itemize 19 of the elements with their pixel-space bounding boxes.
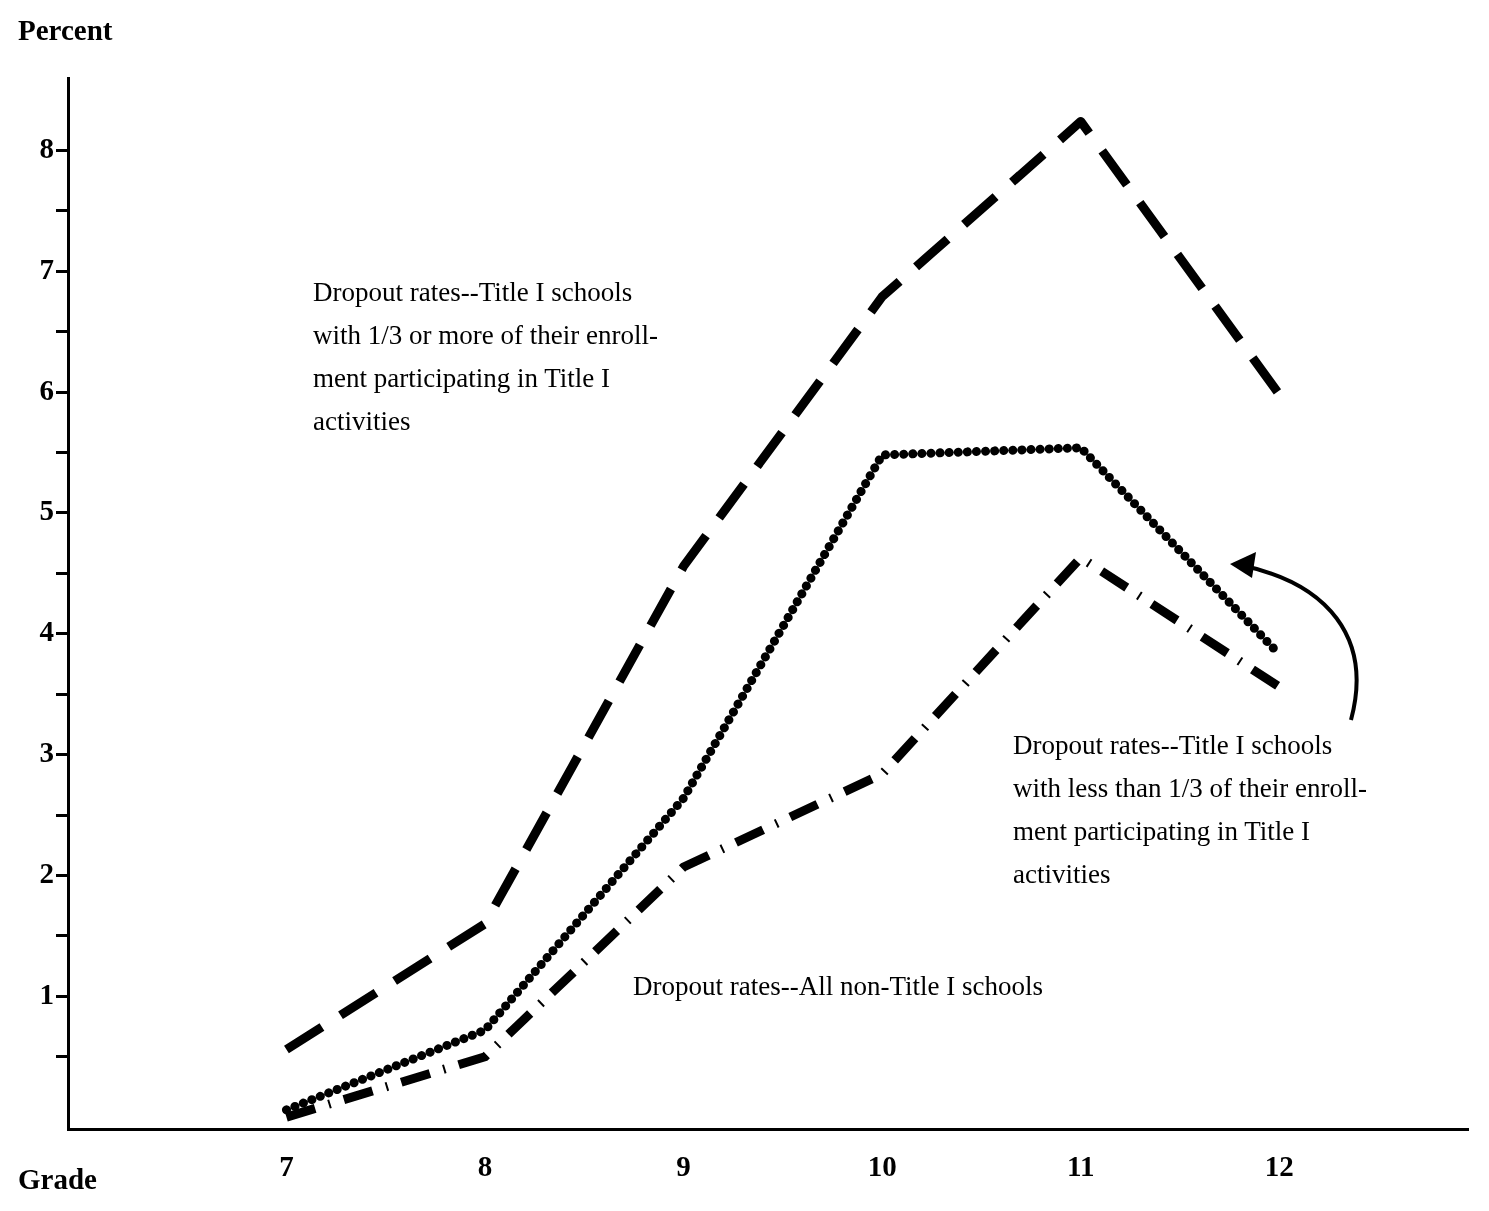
- x-tick-label: 12: [1264, 1150, 1294, 1183]
- x-axis-title: Grade: [18, 1162, 98, 1195]
- y-tick-label: 5: [39, 494, 54, 527]
- y-tick-label: 1: [39, 977, 54, 1010]
- x-tick-label: 9: [676, 1150, 691, 1183]
- annotation: Dropout rates--All non-Title I schools: [633, 970, 1043, 1001]
- y-axis-title: Percent: [18, 13, 113, 46]
- x-tick-label: 11: [1067, 1150, 1095, 1183]
- x-tick-label: 8: [477, 1150, 493, 1183]
- y-tick-label: 8: [39, 131, 54, 164]
- x-tick-label: 10: [867, 1150, 897, 1183]
- annotation: Dropout rates--Title I schools with less than 1/3 of their enroll- ment participating in Title I activities: [1013, 729, 1367, 889]
- y-tick-label: 3: [39, 736, 54, 769]
- y-tick-label: 7: [39, 252, 54, 285]
- y-tick-label: 2: [39, 856, 54, 889]
- y-tick-label: 6: [39, 373, 54, 406]
- y-tick-label: 4: [39, 615, 54, 648]
- x-tick-label: 7: [279, 1150, 294, 1183]
- annotation: Dropout rates--Title I schools with 1/3 or more of their enroll- ment participating in Title I activities: [313, 276, 658, 436]
